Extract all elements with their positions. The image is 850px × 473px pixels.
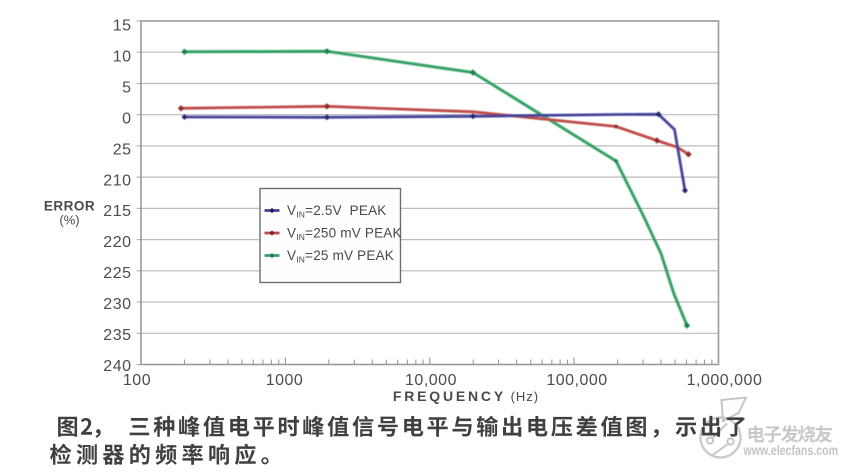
svg-text:210: 210: [103, 172, 131, 189]
svg-text:220: 220: [103, 234, 131, 251]
svg-text:235: 235: [103, 327, 131, 344]
svg-text:10,000: 10,000: [405, 372, 457, 389]
svg-text:5: 5: [122, 80, 131, 97]
svg-text:www.elecfans.com: www.elecfans.com: [743, 443, 838, 458]
svg-text:VIN=250 mV PEAK: VIN=250 mV PEAK: [287, 226, 402, 243]
svg-text:1000: 1000: [266, 372, 304, 389]
svg-text:1,000,000: 1,000,000: [687, 372, 763, 389]
svg-text:15: 15: [113, 18, 132, 35]
svg-text:215: 215: [103, 203, 131, 220]
svg-text:10: 10: [113, 49, 132, 66]
svg-text:230: 230: [103, 296, 131, 313]
svg-text:www.elecfans.com: www.elecfans.com: [744, 444, 839, 459]
svg-text:100: 100: [123, 372, 151, 389]
svg-text:240: 240: [103, 358, 131, 375]
svg-text:FREQUENCY (Hz): FREQUENCY (Hz): [393, 388, 539, 404]
svg-text:VIN=25 mV PEAK: VIN=25 mV PEAK: [287, 248, 394, 265]
svg-text:225: 225: [103, 265, 131, 282]
svg-text:(%): (%): [59, 213, 79, 228]
svg-text:0: 0: [122, 111, 131, 128]
svg-text:ERROR: ERROR: [44, 199, 95, 214]
svg-text:VIN=2.5V PEAK: VIN=2.5V PEAK: [287, 203, 387, 220]
svg-text:100,000: 100,000: [546, 372, 607, 389]
svg-text:25: 25: [113, 141, 132, 158]
